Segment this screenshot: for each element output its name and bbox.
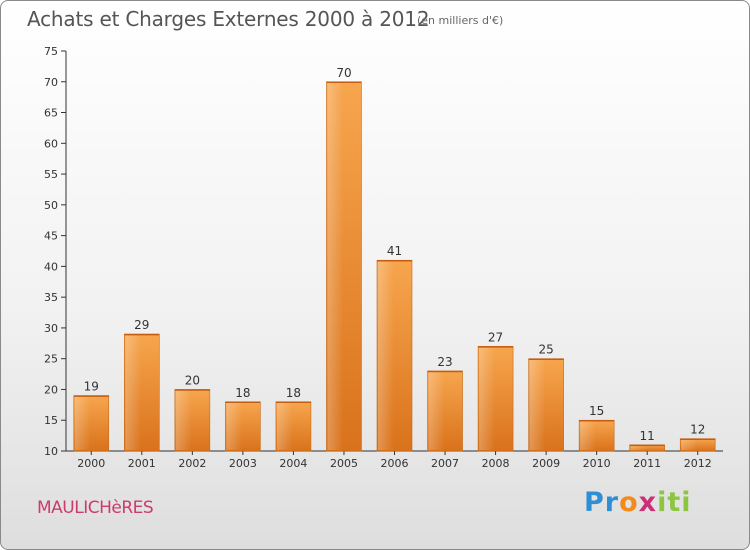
x-tick-label: 2003 xyxy=(229,457,257,470)
bar-value-label: 18 xyxy=(286,386,301,400)
bar-highlight xyxy=(681,439,697,450)
y-tick-label: 40 xyxy=(44,260,58,273)
y-tick-label: 25 xyxy=(44,353,58,366)
y-tick-label: 70 xyxy=(44,76,58,89)
commune-name: MAULICHèRES xyxy=(37,498,154,518)
y-tick-label: 75 xyxy=(44,45,58,58)
bar-value-label: 27 xyxy=(488,330,503,344)
bar-highlight xyxy=(327,82,344,451)
bar-value-label: 25 xyxy=(538,343,553,357)
bar-highlight xyxy=(479,347,495,450)
y-tick-label: 60 xyxy=(44,137,58,150)
chart-title: Achats et Charges Externes 2000 à 2012 xyxy=(27,7,430,31)
y-tick-label: 10 xyxy=(44,445,58,458)
y-tick-label: 50 xyxy=(44,199,58,212)
y-tick-label: 20 xyxy=(44,383,58,396)
y-tick-label: 65 xyxy=(44,107,58,120)
bar-highlight xyxy=(580,421,596,450)
bar-highlight xyxy=(630,445,647,450)
logo-part: Pr xyxy=(584,487,620,518)
y-tick-label: 35 xyxy=(44,291,58,304)
bar-value-label: 23 xyxy=(437,355,452,369)
y-tick-label: 15 xyxy=(44,414,58,427)
bar-value-label: 20 xyxy=(185,373,200,387)
x-tick-label: 2011 xyxy=(633,457,661,470)
proxiti-logo: Proxiti xyxy=(584,487,692,518)
x-tick-label: 2010 xyxy=(583,457,611,470)
x-tick-label: 2004 xyxy=(279,457,307,470)
x-tick-label: 2000 xyxy=(77,457,105,470)
bar-value-label: 70 xyxy=(336,66,351,80)
bar-highlight xyxy=(378,261,394,450)
bar-highlight xyxy=(276,402,293,450)
bar-highlight xyxy=(529,359,546,450)
x-tick-label: 2006 xyxy=(381,457,409,470)
bar-value-label: 12 xyxy=(690,423,705,437)
x-tick-label: 2001 xyxy=(128,457,156,470)
bar-highlight xyxy=(226,402,243,450)
x-tick-label: 2009 xyxy=(532,457,560,470)
bar-value-label: 29 xyxy=(134,318,149,332)
chart-subtitle: (en milliers d'€) xyxy=(417,14,504,27)
x-tick-label: 2008 xyxy=(482,457,510,470)
x-tick-label: 2007 xyxy=(431,457,459,470)
logo-part: iti xyxy=(657,487,692,518)
y-tick-label: 55 xyxy=(44,168,58,181)
x-tick-label: 2002 xyxy=(178,457,206,470)
bar-value-label: 15 xyxy=(589,404,604,418)
bar-highlight xyxy=(428,372,445,450)
logo-part: o xyxy=(619,487,639,518)
bar-value-label: 19 xyxy=(84,380,99,394)
bar-value-label: 41 xyxy=(387,244,402,258)
bar-value-label: 18 xyxy=(235,386,250,400)
bar-highlight xyxy=(125,335,142,450)
bar-highlight xyxy=(175,390,192,450)
y-tick-label: 45 xyxy=(44,230,58,243)
bar-highlight xyxy=(74,396,91,450)
y-tick-label: 30 xyxy=(44,322,58,335)
bar-value-label: 11 xyxy=(640,429,655,443)
x-tick-label: 2005 xyxy=(330,457,358,470)
logo-part: x xyxy=(638,487,658,518)
x-tick-label: 2012 xyxy=(684,457,712,470)
